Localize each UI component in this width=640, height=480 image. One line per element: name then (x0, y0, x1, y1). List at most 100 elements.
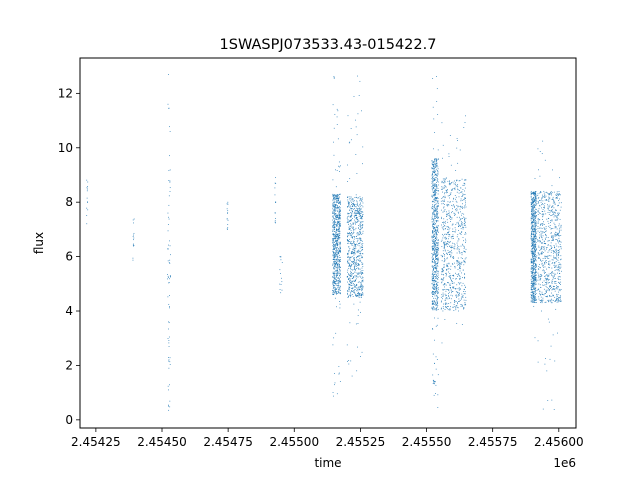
data-point-1725 (436, 288, 437, 290)
data-point-3181 (531, 300, 533, 302)
data-point-1768 (433, 283, 434, 285)
data-point-972 (355, 206, 357, 208)
data-point-3291 (535, 243, 537, 245)
data-point-1684 (433, 198, 435, 200)
data-point-3842 (531, 289, 533, 290)
data-point-3749 (535, 276, 536, 278)
data-point-1618 (357, 113, 359, 115)
data-point-2678 (451, 218, 453, 220)
data-point-2230 (435, 290, 436, 292)
data-point-4313 (555, 239, 557, 240)
data-point-2957 (441, 300, 442, 302)
data-point-2101 (436, 283, 438, 285)
data-point-1585 (357, 197, 359, 199)
data-point-955 (347, 254, 349, 255)
data-point-2924 (456, 305, 458, 307)
data-point-3298 (532, 233, 534, 235)
data-point-4294 (556, 193, 558, 195)
data-point-2351 (432, 106, 434, 108)
data-point-1337 (357, 210, 358, 211)
data-point-3557 (534, 279, 536, 280)
data-point-507 (332, 204, 334, 206)
data-point-3645 (534, 290, 536, 292)
data-point-1508 (346, 217, 348, 219)
data-point-3282 (532, 224, 534, 226)
data-point-358 (334, 263, 336, 265)
data-point-2979 (446, 269, 448, 271)
data-point-3020 (455, 307, 457, 309)
data-point-3101 (460, 198, 462, 200)
data-point-2628 (449, 274, 451, 276)
data-point-2554 (456, 296, 457, 298)
data-point-2750 (460, 288, 461, 290)
data-point-4595 (540, 227, 542, 229)
data-point-4205 (540, 248, 542, 249)
data-point-2272 (431, 260, 433, 262)
data-point-3433 (531, 226, 533, 228)
data-point-2418 (455, 196, 457, 198)
data-point-4387 (559, 240, 561, 242)
data-point-1391 (360, 289, 362, 291)
data-point-913 (358, 245, 360, 247)
data-point-1101 (359, 214, 360, 215)
data-point-3561 (533, 268, 535, 270)
data-point-2180 (436, 254, 438, 256)
data-point-4555 (560, 246, 562, 248)
data-point-1400 (362, 246, 364, 248)
data-point-1192 (349, 233, 350, 235)
data-point-2188 (437, 259, 439, 261)
data-point-1202 (358, 263, 359, 265)
data-point-4030 (539, 257, 541, 259)
data-point-1246 (358, 272, 360, 274)
data-point-1276 (350, 265, 351, 267)
data-point-2122 (433, 285, 435, 287)
data-point-117 (274, 194, 276, 196)
data-point-655 (337, 252, 339, 254)
data-point-3211 (533, 272, 535, 274)
data-point-381 (332, 245, 334, 247)
data-point-3107 (462, 226, 464, 228)
data-point-1170 (350, 257, 352, 259)
data-point-1507 (347, 252, 349, 254)
data-point-3934 (555, 209, 556, 211)
data-point-2643 (455, 182, 456, 184)
data-point-4498 (553, 207, 555, 209)
data-point-506 (336, 292, 338, 294)
data-point-2508 (444, 236, 446, 238)
data-point-2322 (431, 215, 433, 217)
data-point-773 (337, 272, 338, 274)
data-point-143 (338, 268, 340, 270)
data-point-4176 (558, 233, 560, 235)
data-point-1931 (436, 206, 438, 208)
data-point-2667 (442, 279, 444, 281)
data-point-3758 (531, 251, 532, 252)
data-point-3475 (533, 282, 534, 284)
data-point-3807 (531, 262, 533, 264)
data-point-2366 (435, 384, 437, 386)
data-point-2137 (433, 262, 435, 263)
data-point-982 (350, 228, 351, 230)
data-point-1828 (433, 210, 434, 212)
data-point-3875 (542, 294, 544, 295)
data-point-4187 (547, 299, 549, 301)
data-point-2960 (449, 216, 451, 217)
data-point-4005 (557, 234, 559, 236)
data-point-4276 (540, 294, 541, 296)
data-point-4249 (546, 274, 548, 276)
data-point-307 (335, 217, 337, 219)
data-point-952 (361, 225, 363, 226)
data-point-2934 (445, 288, 447, 290)
data-point-2587 (457, 261, 459, 262)
data-point-1017 (347, 279, 349, 280)
data-point-3754 (532, 213, 534, 215)
data-point-1687 (434, 292, 436, 294)
data-point-616 (340, 217, 341, 219)
data-point-727 (339, 230, 341, 232)
data-point-909 (355, 223, 356, 225)
data-point-1500 (354, 286, 356, 288)
data-point-2127 (436, 210, 438, 212)
data-point-729 (335, 275, 337, 276)
data-point-1277 (352, 227, 353, 229)
data-point-1728 (435, 186, 437, 188)
data-point-2048 (434, 194, 436, 196)
